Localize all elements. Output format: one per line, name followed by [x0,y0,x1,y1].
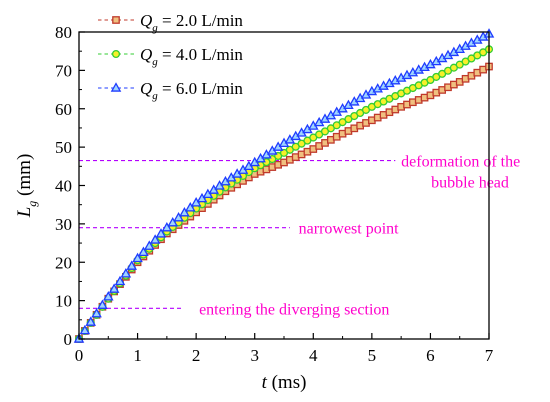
annotation-label: deformation of the [401,154,520,171]
legend-item-2: Qg = 4.0 L/min [98,45,243,68]
legend-label: Qg = 2.0 L/min [140,11,243,34]
legend-marker [112,16,120,24]
x-tick-label: 1 [133,346,142,365]
series-2 [74,45,494,344]
data-point [132,252,143,263]
legend-item-1: Qg = 2.0 L/min [98,11,243,34]
y-tick-label: 70 [55,61,72,80]
x-tick-label: 0 [75,346,84,365]
data-point [138,246,149,257]
data-point [79,324,91,335]
data-point [143,240,155,250]
legend-label: Qg = 4.0 L/min [140,45,243,68]
x-tick-label: 5 [368,346,377,365]
data-point [126,260,138,270]
legend: Qg = 2.0 L/min Qg = 4.0 L/min Qg = 6.0 L/m… [98,11,243,102]
y-tick-label: 50 [55,138,72,157]
x-tick-label: 3 [250,346,259,365]
data-point [184,202,196,212]
annotation-label: bubble head [431,175,509,192]
y-tick-label: 0 [64,330,73,349]
y-tick-label: 10 [55,292,72,311]
y-tick-label: 60 [55,100,72,119]
data-point [114,275,126,286]
data-point [108,283,120,293]
y-tick-label: 80 [55,23,72,42]
annotation-label: narrowest point [299,221,400,238]
data-point [120,268,132,278]
data-point [173,212,184,222]
annotation-layer: deformation of the bubble head narrowest p… [79,154,520,318]
series-3 [73,28,495,343]
legend-marker [111,49,121,59]
legend-marker [110,82,122,92]
data-point [97,299,108,309]
data-point [91,307,102,318]
legend-label: Qg = 6.0 L/min [140,79,243,102]
y-tick-label: 40 [55,177,72,196]
data-point [102,291,114,301]
x-tick-label: 2 [192,346,201,365]
y-tick-label: 30 [55,215,72,234]
data-point [161,221,173,232]
annotation-label: entering the diverging section [199,301,389,318]
x-tick-label: 6 [426,346,435,365]
data-point [167,216,179,227]
y-axis-label: Lg (mm) [14,154,39,219]
data-point [85,316,97,326]
data-point [155,228,167,238]
x-tick-label: 4 [309,346,318,365]
x-axis-label: t (ms) [262,372,307,393]
x-tick-label: 7 [485,346,494,365]
y-tick-label: 20 [55,253,72,272]
legend-item-3: Qg = 6.0 L/min [98,79,243,102]
data-point [149,234,161,244]
data-point [179,207,190,217]
